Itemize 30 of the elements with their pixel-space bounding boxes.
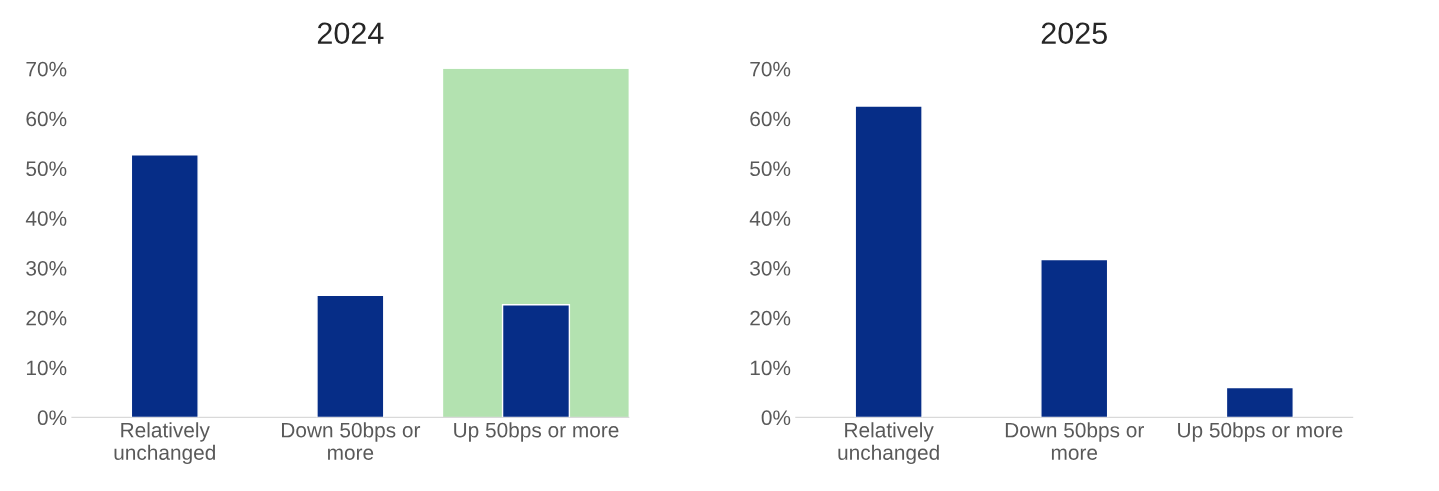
bar xyxy=(316,294,385,418)
x-tick-label: Up 50bps or more xyxy=(1178,422,1343,442)
y-tick-label: 40% xyxy=(25,211,67,226)
y-tick-label: 50% xyxy=(26,161,67,177)
y-tick-label: 50% xyxy=(750,161,791,177)
y-tick-label: 10% xyxy=(26,360,67,376)
chart-title: 2024 xyxy=(317,22,384,45)
y-tick-label: 20% xyxy=(26,310,67,326)
x-tick-label: Relatively unchanged xyxy=(838,422,939,465)
y-tick-label: 40% xyxy=(749,211,791,226)
y-tick-label: 20% xyxy=(750,310,791,326)
y-tick-label: 0% xyxy=(761,410,791,426)
y-tick-label: 30% xyxy=(750,260,791,276)
y-tick-label: 70% xyxy=(26,61,67,77)
y-tick-label: 60% xyxy=(26,111,67,127)
y-tick-label: 10% xyxy=(750,360,791,376)
y-tick-label: 30% xyxy=(26,260,67,276)
y-tick-label: 0% xyxy=(37,410,67,426)
x-tick-label: Up 50bps or more xyxy=(454,422,619,442)
bar xyxy=(1225,386,1294,418)
y-tick-label: 70% xyxy=(750,61,791,77)
chart-title: 2025 xyxy=(1041,22,1107,45)
y-tick-label: 60% xyxy=(750,111,791,127)
x-tick-label: Relatively unchanged xyxy=(114,422,215,465)
bar xyxy=(854,105,923,418)
x-tick-label: Down 50bps or more xyxy=(1005,422,1144,460)
bar xyxy=(130,154,199,418)
bar xyxy=(1040,258,1109,418)
bar xyxy=(501,304,571,418)
x-tick-label: Down 50bps or more xyxy=(282,422,421,460)
